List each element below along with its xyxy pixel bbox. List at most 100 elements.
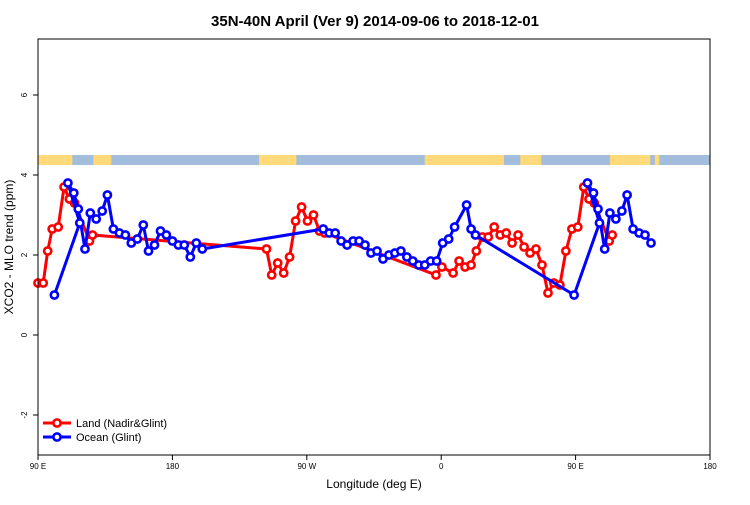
data-point (191, 238, 202, 248)
legend-marker (52, 418, 62, 428)
data-point (466, 224, 476, 234)
data-point (646, 238, 656, 248)
data-point (443, 234, 454, 244)
data-point (87, 230, 98, 240)
legend-marker (52, 432, 62, 442)
data-point (483, 232, 494, 242)
data-point (42, 246, 53, 256)
data-point (454, 256, 464, 266)
data-point (607, 230, 618, 240)
data-point (179, 240, 190, 250)
land-strip-segment (259, 155, 297, 165)
legend: Land (Nadir&Glint) Ocean (Glint) (43, 418, 167, 444)
y-tick-label: 6 (20, 92, 29, 97)
data-point (85, 208, 96, 218)
x-tick-label: 90 E (567, 462, 583, 471)
series-line (38, 185, 614, 295)
data-point (622, 190, 632, 200)
chart-title: 35N-40N April (Ver 9) 2014-09-06 to 2018… (211, 13, 539, 30)
data-point (143, 246, 154, 256)
data-point (73, 204, 84, 214)
data-point (448, 268, 458, 278)
data-point (302, 216, 313, 226)
legend-label: Land (Nadir&Glint) (76, 418, 167, 430)
data-point (185, 252, 196, 262)
x-axis-label: Longitude (deg E) (326, 477, 421, 491)
data-point (569, 290, 579, 300)
data-point (470, 230, 481, 240)
data-point (38, 278, 49, 288)
data-point (617, 206, 627, 216)
data-point (53, 222, 64, 232)
x-tick-label: 0 (439, 462, 444, 471)
data-point (513, 230, 523, 240)
data-point (531, 244, 541, 254)
data-point (63, 178, 73, 188)
legend-label: Ocean (Glint) (76, 432, 141, 444)
data-point (395, 246, 406, 256)
x-tick-label: 180 (703, 462, 717, 471)
axes: 90 E 180 90 W 0 90 E 180 -2 0 2 4 6 (20, 92, 717, 471)
data-point (572, 222, 583, 232)
data-point (471, 246, 482, 256)
data-point (284, 252, 295, 262)
y-tick-label: 0 (20, 332, 29, 337)
data-point (91, 214, 102, 224)
data-point (449, 222, 460, 232)
data-point (611, 214, 621, 224)
data-point (49, 290, 60, 300)
series-layer (33, 178, 656, 300)
data-point (290, 216, 301, 226)
land-strip-segment (520, 155, 542, 165)
data-point (296, 202, 307, 212)
data-point (161, 230, 172, 240)
data-point (537, 260, 547, 270)
data-point (138, 220, 149, 230)
data-point (102, 190, 113, 200)
series-1 (49, 178, 656, 300)
data-point (501, 228, 512, 238)
data-point (561, 246, 571, 256)
data-point (272, 258, 283, 268)
y-tick-label: 4 (20, 172, 29, 177)
data-point (80, 244, 90, 254)
data-point (489, 222, 500, 232)
y-axis-label: XCO2 - MLO trend (ppm) (2, 180, 16, 315)
data-point (466, 260, 476, 270)
data-point (431, 270, 441, 280)
land-strip-segment (93, 155, 112, 165)
x-tick-label: 180 (166, 462, 180, 471)
data-point (74, 218, 85, 228)
data-point (97, 206, 108, 216)
data-point (436, 262, 447, 272)
land-strip-segment (654, 155, 660, 165)
data-point (278, 268, 289, 278)
y-tick-label: 2 (20, 252, 29, 257)
land-strip-segment (424, 155, 504, 165)
y-tick-label: -2 (20, 411, 29, 419)
data-point (588, 188, 599, 198)
data-point (461, 200, 472, 210)
data-point (266, 270, 277, 280)
plot-frame (37, 38, 711, 456)
data-point (132, 234, 143, 244)
data-point (640, 230, 650, 240)
data-point (261, 244, 272, 254)
data-point (308, 210, 319, 220)
x-tick-label: 90 E (30, 462, 46, 471)
data-point (360, 240, 370, 250)
x-tick-label: 90 W (297, 462, 316, 471)
data-point (543, 288, 553, 298)
data-point (582, 178, 593, 188)
data-point (120, 230, 131, 240)
data-point (149, 240, 160, 250)
data-point (519, 242, 529, 252)
land-strip-segment (609, 155, 651, 165)
data-point (197, 244, 208, 254)
ocean-strip (38, 155, 710, 165)
data-point (599, 244, 610, 254)
data-point (594, 218, 605, 228)
data-point (330, 228, 341, 238)
